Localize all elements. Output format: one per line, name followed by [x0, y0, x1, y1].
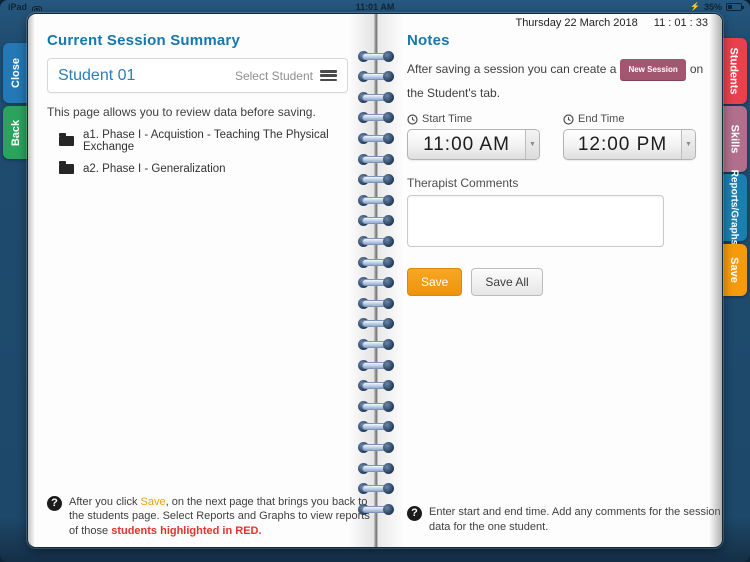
end-time-label: End Time	[578, 113, 625, 125]
end-time-group: End Time 12:00 PM ▼	[563, 113, 696, 160]
spiral-ring	[358, 462, 394, 474]
spiral-ring	[358, 235, 394, 247]
spiral-ring	[358, 132, 394, 144]
skill-label: a1. Phase I - Acquistion - Teaching The …	[83, 129, 329, 153]
spiral-ring	[358, 441, 394, 453]
spiral-ring	[358, 421, 394, 433]
start-time-label: Start Time	[422, 113, 473, 125]
end-time-picker[interactable]: 12:00 PM ▼	[563, 129, 696, 160]
status-bar: iPad 11:01 AM ⚡ 35%	[0, 0, 750, 13]
battery-percent: 35%	[703, 1, 722, 12]
skill-row[interactable]: a2. Phase I - Generalization	[59, 161, 374, 175]
end-time-value: 12:00 PM	[577, 133, 668, 155]
spiral-ring	[358, 194, 394, 206]
spiral-ring	[358, 400, 394, 412]
spiral-ring	[358, 359, 394, 371]
chevron-down-icon[interactable]: ▼	[525, 130, 539, 159]
spiral-ring	[358, 112, 394, 124]
status-clock: 11:01 AM	[355, 1, 395, 12]
current-time: 11 : 01 : 33	[653, 17, 708, 29]
date-time-row: Thursday 22 March 2018 11 : 01 : 33	[515, 17, 708, 29]
students-tab-label: Students	[728, 47, 740, 95]
intro-text: This page allows you to review data befo…	[47, 105, 316, 119]
red-highlight: students highlighted in RED.	[111, 524, 262, 537]
save-tab-label: Save	[727, 257, 740, 283]
back-tab-label: Back	[10, 119, 23, 146]
time-row: Start Time 11:00 AM ▼ End Time 12:00 PM …	[407, 113, 708, 160]
spiral-ring	[358, 256, 394, 268]
folder-icon	[59, 133, 74, 146]
spiral-ring	[358, 215, 394, 227]
battery-icon	[726, 2, 744, 11]
reports-graphs-tab-label: Reports/Graphs	[728, 169, 740, 246]
right-help-text: Enter start and end time. Add any commen…	[429, 506, 721, 533]
page-title-notes: Notes	[407, 32, 450, 49]
right-help-block: ? Enter start and end time. Add any comm…	[407, 505, 725, 534]
right-page: Notes After saving a session you can cre…	[379, 28, 721, 547]
reports-graphs-tab[interactable]: Reports/Graphs	[721, 170, 747, 245]
spiral-ring	[358, 71, 394, 83]
skill-row[interactable]: a1. Phase I - Acquistion - Teaching The …	[59, 129, 374, 153]
new-session-badge: New Session	[620, 59, 686, 81]
student-selector[interactable]: Student 01 Select Student	[47, 58, 348, 93]
spiral-ring	[358, 153, 394, 165]
spiral-ring	[358, 380, 394, 392]
spiral-ring	[358, 503, 394, 515]
left-help-block: ? After you click Save, on the next page…	[47, 495, 372, 538]
save-tab[interactable]: Save	[721, 244, 747, 296]
therapist-comments-textarea[interactable]	[407, 195, 664, 247]
wifi-icon	[31, 3, 42, 11]
spiral-ring	[358, 91, 394, 103]
folder-icon	[59, 161, 74, 174]
spiral-ring	[358, 50, 394, 62]
close-tab[interactable]: Close	[3, 43, 29, 103]
skill-label: a2. Phase I - Generalization	[83, 163, 226, 175]
student-name: Student 01	[58, 66, 136, 84]
current-date: Thursday 22 March 2018	[515, 17, 638, 29]
spiral-ring	[358, 174, 394, 186]
device-label: iPad	[8, 1, 28, 12]
clock-icon	[563, 113, 574, 125]
save-button[interactable]: Save	[407, 268, 463, 296]
spiral-ring	[358, 338, 394, 350]
skills-tab-label: Skills	[728, 124, 740, 154]
spiral-binding	[348, 14, 404, 547]
question-mark-icon: ?	[407, 506, 422, 522]
back-tab[interactable]: Back	[3, 106, 29, 159]
students-tab[interactable]: Students	[721, 38, 747, 104]
hamburger-menu-icon[interactable]	[320, 70, 337, 81]
save-word-highlight: Save	[140, 496, 166, 509]
clock-icon	[407, 113, 418, 125]
therapist-comments-label: Therapist Comments	[407, 176, 519, 190]
notebook: Thursday 22 March 2018 11 : 01 : 33 Curr…	[27, 13, 723, 548]
start-time-label-row: Start Time	[407, 113, 540, 125]
skills-tab[interactable]: Skills	[721, 106, 747, 172]
start-time-value: 11:00 AM	[423, 133, 510, 155]
chevron-down-icon[interactable]: ▼	[681, 130, 695, 159]
start-time-picker[interactable]: 11:00 AM ▼	[407, 129, 540, 160]
spiral-ring	[358, 297, 394, 309]
left-page: Current Session Summary Student 01 Selec…	[28, 28, 374, 547]
save-all-button[interactable]: Save All	[471, 268, 543, 296]
start-time-group: Start Time 11:00 AM ▼	[407, 113, 540, 160]
spiral-ring	[358, 277, 394, 289]
end-time-label-row: End Time	[563, 113, 696, 125]
question-mark-icon: ?	[47, 496, 62, 512]
spiral-ring	[358, 483, 394, 495]
spiral-ring	[358, 318, 394, 330]
page-title-session-summary: Current Session Summary	[47, 32, 240, 49]
charging-bolt-icon: ⚡	[690, 1, 700, 11]
close-tab-label: Close	[10, 58, 22, 88]
save-buttons-row: Save Save All	[407, 268, 708, 296]
select-student-label: Select Student	[234, 68, 313, 83]
left-help-text: After you click Save, on the next page t…	[69, 496, 370, 537]
